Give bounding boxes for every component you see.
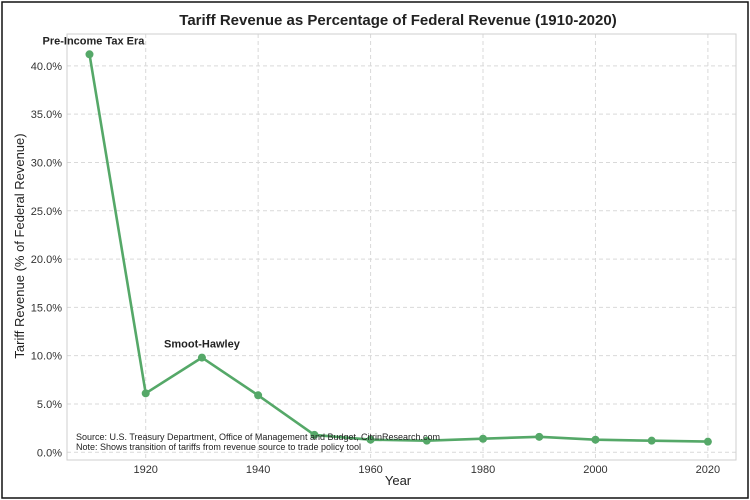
data-point (141, 389, 150, 398)
x-tick-label: 2000 (583, 464, 607, 476)
x-tick-label: 2020 (696, 464, 720, 476)
data-point (310, 430, 319, 439)
chart-title: Tariff Revenue as Percentage of Federal … (179, 12, 616, 29)
y-tick-label: 25.0% (31, 206, 62, 218)
y-axis-label: Tariff Revenue (% of Federal Revenue) (12, 133, 27, 358)
data-point (85, 50, 94, 59)
data-point (479, 434, 488, 443)
plot-frame (66, 33, 737, 461)
data-point (254, 391, 263, 400)
series-line (88, 52, 710, 443)
data-point (591, 435, 600, 444)
y-tick-label: 10.0% (31, 351, 62, 363)
y-tick-label: 15.0% (31, 302, 62, 314)
x-tick-label: 1940 (246, 464, 270, 476)
source-note: Source: U.S. Treasury Department, Office… (76, 432, 440, 442)
annotation-pre-income-tax-era: Pre-Income Tax Era (42, 35, 145, 47)
y-tick-label: 30.0% (31, 157, 62, 169)
y-tick-label: 20.0% (31, 254, 62, 266)
x-tick-label: 1980 (471, 464, 495, 476)
data-point (422, 436, 431, 445)
y-tick-label: 35.0% (31, 109, 62, 121)
y-tick-label: 40.0% (31, 61, 62, 73)
data-point (703, 437, 712, 446)
methodology-note: Note: Shows transition of tariffs from r… (76, 442, 361, 452)
data-point (366, 435, 375, 444)
plot-area: 1920 1940 1960 1980 2000 2020 0.0% 5.0% 10.0% 15.… (31, 33, 737, 476)
y-tick-label: 5.0% (37, 399, 62, 411)
data-point (197, 353, 206, 362)
annotation-smoot-hawley: Smoot-Hawley (164, 339, 241, 351)
x-tick-label: 1960 (358, 464, 382, 476)
x-axis-label: Year (385, 473, 412, 488)
y-tick-label: 0.0% (37, 447, 62, 459)
data-point (647, 436, 656, 445)
data-point (535, 432, 544, 441)
x-tick-label: 1920 (133, 464, 157, 476)
